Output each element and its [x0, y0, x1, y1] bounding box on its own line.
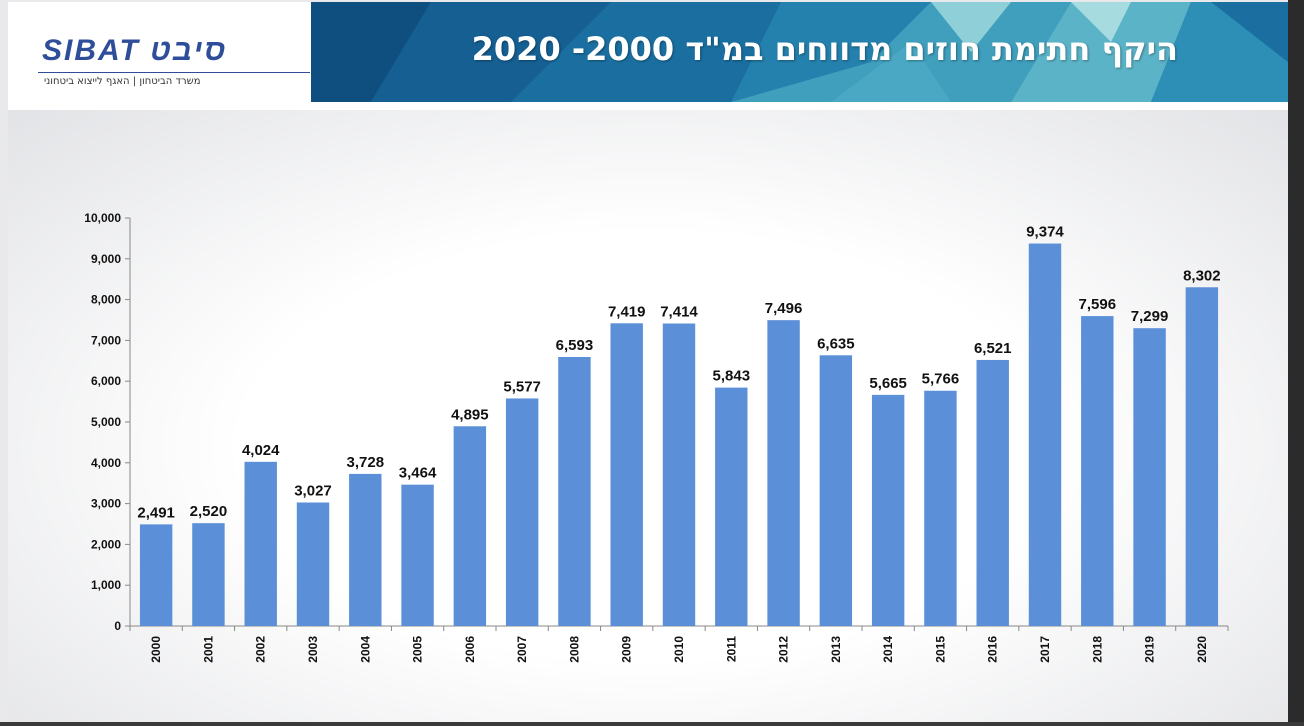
- x-tick-label-2010: 2010: [672, 636, 686, 663]
- x-tick-label-2000: 2000: [149, 636, 163, 663]
- header-band: היקף חתימת חוזים מדווחים במ"ד 2000- 2020: [311, 2, 1288, 102]
- x-tick-label-2003: 2003: [306, 636, 320, 663]
- bar-2014: [871, 394, 905, 626]
- data-label-2007: 5,577: [503, 378, 541, 395]
- bar-2012: [767, 320, 800, 626]
- data-label-2017: 9,374: [1026, 224, 1064, 241]
- x-tick-label-2009: 2009: [620, 636, 634, 663]
- bar-2007: [505, 398, 539, 626]
- x-tick-label-2015: 2015: [933, 636, 947, 663]
- x-tick-label-2020: 2020: [1195, 636, 1209, 663]
- x-tick-label-2019: 2019: [1143, 636, 1157, 663]
- y-tick-label: 1,000: [91, 578, 121, 592]
- x-tick-label-2007: 2007: [515, 636, 529, 663]
- data-label-2013: 6,635: [817, 335, 855, 352]
- bar-2020: [1185, 287, 1219, 626]
- data-label-2002: 4,024: [242, 442, 280, 459]
- x-tick-label-2012: 2012: [777, 636, 791, 663]
- x-tick-label-2017: 2017: [1038, 636, 1052, 663]
- y-tick-label: 2,000: [91, 537, 121, 551]
- x-tick-label-2014: 2014: [881, 636, 895, 663]
- bar-2018: [1081, 316, 1114, 626]
- data-label-2019: 7,299: [1131, 308, 1169, 325]
- y-tick-label: 4,000: [91, 456, 121, 470]
- page-title: היקף חתימת חוזים מדווחים במ"ד 2000- 2020: [471, 30, 1178, 68]
- bar-2005: [401, 484, 434, 626]
- data-label-2009: 7,419: [608, 303, 646, 320]
- data-label-2001: 2,520: [190, 503, 228, 520]
- bar-2011: [715, 387, 748, 626]
- bar-2013: [819, 355, 853, 626]
- bar-2015: [924, 390, 957, 626]
- data-label-2008: 6,593: [556, 337, 594, 354]
- x-tick-label-2001: 2001: [201, 636, 215, 663]
- x-tick-label-2013: 2013: [829, 636, 843, 663]
- data-label-2020: 8,302: [1183, 267, 1221, 284]
- logo-text: SIBAT סיבט: [42, 34, 228, 67]
- data-label-2010: 7,414: [660, 304, 698, 321]
- y-tick-label: 9,000: [91, 252, 121, 266]
- window-edge-bottom: [0, 722, 1304, 726]
- data-label-2012: 7,496: [765, 300, 803, 317]
- bar-2002: [244, 461, 277, 626]
- y-tick-label: 8,000: [91, 293, 121, 307]
- data-label-2005: 3,464: [399, 465, 437, 482]
- bar-2016: [976, 359, 1009, 626]
- logo-underline: [38, 72, 310, 73]
- x-tick-label-2005: 2005: [411, 636, 425, 663]
- data-label-2011: 5,843: [713, 368, 751, 385]
- bar-2008: [558, 357, 591, 626]
- bar-2019: [1133, 328, 1166, 626]
- bar-2001: [192, 523, 225, 626]
- y-tick-label: 6,000: [91, 374, 121, 388]
- y-tick-label: 5,000: [91, 415, 121, 429]
- x-tick-label-2002: 2002: [254, 636, 268, 663]
- x-tick-label-2004: 2004: [358, 636, 372, 663]
- y-tick-label: 3,000: [91, 497, 121, 511]
- y-tick-label: 10,000: [84, 211, 121, 225]
- header-background: [311, 2, 1288, 102]
- data-label-2006: 4,895: [451, 406, 489, 423]
- y-tick-label: 0: [114, 619, 121, 633]
- data-label-2015: 5,766: [922, 371, 960, 388]
- bar-2006: [453, 426, 487, 626]
- bar-2000: [139, 524, 173, 626]
- bar-2004: [349, 473, 382, 626]
- window-edge: [1288, 0, 1304, 726]
- x-tick-label-2018: 2018: [1090, 636, 1104, 663]
- logo-subtitle: משרד הביטחון | האגף לייצוא ביטחוני: [44, 76, 201, 87]
- bar-2010: [662, 323, 696, 626]
- chart-area: 0 1,000 2,000 3,000 4,000 5,000 6,000 7,000 8,00…: [8, 110, 1288, 722]
- data-label-2003: 3,027: [294, 482, 332, 499]
- x-tick-label-2008: 2008: [567, 636, 581, 663]
- x-tick-label-2016: 2016: [986, 636, 1000, 663]
- data-label-2000: 2,491: [137, 504, 175, 521]
- bar-chart: 0 1,000 2,000 3,000 4,000 5,000 6,000 7,000 8,00…: [84, 211, 1229, 663]
- data-label-2014: 5,665: [869, 375, 907, 392]
- bar-2009: [610, 323, 643, 626]
- x-tick-label-2011: 2011: [724, 636, 738, 662]
- x-tick-label-2006: 2006: [463, 636, 477, 663]
- bar-2017: [1028, 243, 1062, 626]
- data-label-2018: 7,596: [1079, 296, 1117, 313]
- y-tick-label: 7,000: [91, 333, 121, 347]
- data-label-2016: 6,521: [974, 340, 1012, 357]
- bar-2003: [296, 502, 330, 626]
- data-label-2004: 3,728: [347, 454, 385, 471]
